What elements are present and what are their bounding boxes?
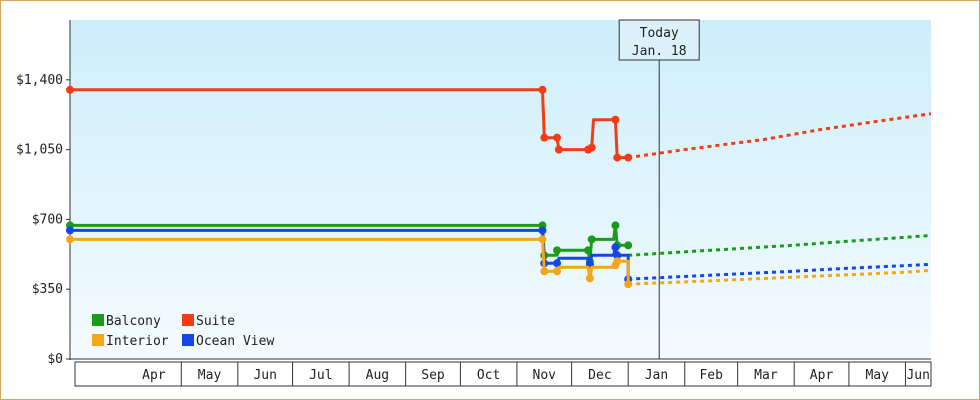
legend-swatch-suite — [182, 314, 194, 326]
series-forecast-ocean-view — [628, 262, 932, 281]
data-point-balcony[interactable] — [587, 235, 596, 244]
legend-label-ocean-view: Ocean View — [196, 334, 274, 349]
series-forecast-suite — [627, 112, 932, 160]
month-label: Mar — [754, 368, 778, 383]
month-label: May — [865, 368, 889, 383]
data-point-ocean-view[interactable] — [66, 226, 74, 235]
data-point-interior[interactable] — [624, 280, 633, 289]
data-point-suite[interactable] — [538, 85, 547, 94]
y-tick-label: $700 — [32, 212, 63, 227]
data-point-suite[interactable] — [66, 85, 74, 94]
legend-swatch-ocean-view — [182, 334, 194, 346]
legend-swatch-balcony — [92, 314, 104, 326]
data-point-suite[interactable] — [611, 115, 620, 124]
data-point-ocean-view[interactable] — [553, 259, 562, 268]
month-label: Apr — [142, 368, 166, 383]
data-point-suite[interactable] — [613, 153, 622, 162]
series-forecast-balcony — [628, 233, 932, 257]
legend-swatch-interior — [92, 334, 104, 346]
y-tick-label: $1,400 — [16, 73, 63, 88]
data-point-suite[interactable] — [540, 133, 549, 142]
data-point-suite[interactable] — [624, 153, 633, 162]
data-point-interior[interactable] — [540, 267, 549, 276]
month-axis-bar — [74, 361, 932, 387]
data-point-balcony[interactable] — [624, 241, 633, 250]
data-point-interior[interactable] — [613, 257, 622, 266]
month-label: Jun — [906, 368, 929, 383]
month-label: Feb — [699, 368, 723, 383]
legend-label-interior: Interior — [106, 334, 169, 349]
y-tick-label: $1,050 — [16, 143, 63, 158]
data-point-ocean-view[interactable] — [613, 251, 622, 260]
today-date: Jan. 18 — [632, 44, 687, 59]
today-callout — [618, 19, 700, 61]
month-label: Jun — [253, 368, 276, 383]
data-point-interior[interactable] — [66, 235, 74, 244]
today-label: Today — [640, 26, 679, 41]
data-point-suite[interactable] — [587, 143, 596, 152]
month-label: May — [198, 368, 222, 383]
data-point-balcony[interactable] — [553, 246, 562, 255]
legend-label-suite: Suite — [196, 314, 235, 329]
legend-label-balcony: Balcony — [106, 314, 161, 329]
plot-background — [70, 20, 931, 359]
month-label: Oct — [477, 368, 500, 383]
data-point-balcony[interactable] — [611, 221, 620, 230]
data-point-suite[interactable] — [553, 133, 562, 142]
month-label: Dec — [588, 368, 611, 383]
series-forecast-interior — [628, 268, 932, 286]
month-label: Nov — [533, 368, 557, 383]
data-point-suite[interactable] — [554, 145, 563, 154]
data-point-balcony[interactable] — [584, 246, 593, 255]
month-label: Jan — [645, 368, 668, 383]
data-point-ocean-view[interactable] — [611, 243, 620, 252]
data-point-ocean-view[interactable] — [538, 226, 547, 235]
data-point-interior[interactable] — [585, 274, 594, 283]
data-point-interior[interactable] — [538, 235, 547, 244]
y-tick-label: $350 — [32, 282, 63, 297]
month-label: Sep — [421, 368, 445, 383]
data-point-interior[interactable] — [553, 267, 562, 276]
month-label: Apr — [810, 368, 834, 383]
month-label: Aug — [366, 368, 389, 383]
y-tick-label: $0 — [47, 352, 63, 367]
month-label: Jul — [309, 368, 332, 383]
